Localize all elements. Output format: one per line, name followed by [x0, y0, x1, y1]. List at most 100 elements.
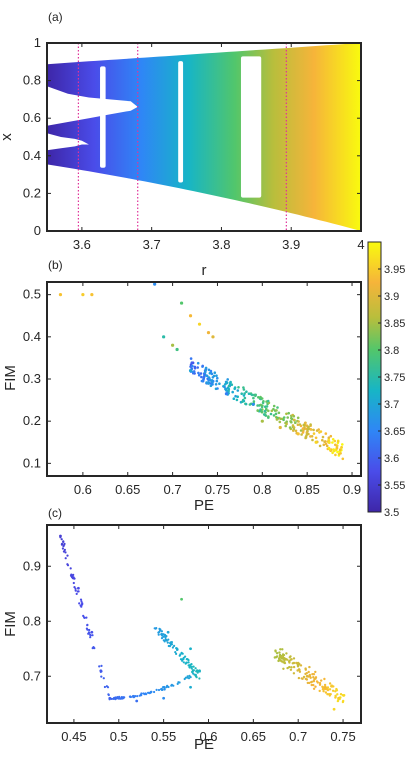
panel-b-ytick-label: 0.4: [23, 329, 41, 344]
panel-a-bifurcation: (a) 3.6 3.7 3.8 3.9 4 0 0.2 0.4 0.6 0.8 1 r x: [0, 10, 365, 279]
cloud-point: [284, 424, 288, 428]
cloud-point: [260, 410, 263, 413]
cloud-point: [267, 409, 270, 413]
panel-a-xlabel: r: [202, 262, 207, 279]
cloud-point: [298, 670, 302, 673]
data-point: [198, 669, 201, 673]
cloud-point: [300, 433, 303, 436]
cloud-point: [289, 655, 292, 658]
cloud-point: [314, 685, 317, 688]
cloud-point: [144, 692, 147, 695]
cloud-point: [192, 665, 195, 668]
cloud-point: [338, 448, 342, 452]
cloud-point: [296, 423, 300, 427]
cloud-point: [273, 656, 276, 659]
cloud-point: [323, 683, 327, 687]
cloud-point: [306, 427, 310, 431]
cloud-point: [278, 653, 282, 657]
cloud-point: [336, 693, 339, 696]
cloud-point: [79, 598, 83, 601]
cloud-point: [62, 540, 65, 543]
cloud-point: [197, 373, 201, 377]
cloud-point: [262, 413, 266, 416]
data-point: [171, 343, 175, 347]
periodic-window: [100, 66, 106, 168]
cloud-point: [153, 690, 156, 694]
cloud-point: [285, 652, 288, 655]
data-point: [180, 597, 183, 601]
cloud-point: [288, 659, 291, 662]
cloud-point: [157, 633, 160, 636]
cloud-point: [153, 627, 156, 630]
cloud-point: [211, 376, 215, 379]
panel-a-axes-box: [46, 42, 362, 232]
cloud-point: [290, 658, 293, 661]
cloud-point: [131, 695, 135, 698]
cloud-point: [242, 386, 245, 389]
cloud-point: [163, 687, 166, 691]
cloud-point: [328, 448, 332, 452]
cloud-point: [276, 406, 279, 409]
cloud-point: [321, 438, 324, 442]
data-point: [188, 368, 193, 373]
cloud-point: [191, 669, 195, 672]
cloud-point: [100, 664, 103, 668]
cloud-point: [62, 550, 65, 553]
cloud-point: [281, 657, 284, 660]
cloud-point: [176, 647, 179, 650]
data-point: [188, 314, 193, 318]
cloud-point: [318, 689, 321, 693]
colorbar-tick-label: 3.55: [384, 480, 405, 492]
cloud-point: [285, 422, 288, 426]
cloud-point: [207, 368, 211, 372]
panel-b-xtick-label: 0.65: [115, 482, 140, 497]
cloud-point: [309, 676, 312, 679]
cloud-point: [225, 381, 229, 385]
panel-c-ytick-label: 0.8: [23, 613, 41, 628]
cloud-point: [272, 404, 276, 408]
cloud-point: [341, 700, 345, 704]
panel-c-label: (c): [48, 506, 62, 520]
data-point: [323, 685, 327, 689]
cloud-point: [259, 396, 263, 400]
cloud-point: [287, 411, 291, 415]
cloud-point: [184, 676, 187, 679]
cloud-point: [324, 442, 328, 446]
panel-a-ytick-label: 1: [34, 35, 41, 50]
cloud-point: [87, 632, 90, 635]
cloud-point: [292, 418, 296, 422]
cloud-point: [254, 393, 257, 397]
cloud-point: [275, 652, 279, 655]
panel-c-xtick-label: 0.75: [330, 729, 355, 744]
colorbar-tick-label: 3.5: [384, 507, 399, 519]
colorbar: 3.5 3.55 3.6 3.65 3.7 3.75 3.8 3.85 3.9 3.95: [367, 241, 405, 519]
cloud-point: [328, 694, 331, 697]
cloud-point: [322, 690, 325, 693]
cloud-point: [289, 420, 292, 423]
cloud-point: [335, 447, 339, 450]
cloud-point: [189, 676, 192, 679]
cloud-point: [297, 676, 301, 680]
cloud-point: [281, 648, 284, 651]
cloud-point: [160, 637, 164, 640]
cloud-point: [189, 357, 193, 360]
colorbar-tick-label: 3.6: [384, 453, 399, 465]
data-point: [179, 301, 184, 305]
cloud-point: [72, 581, 75, 585]
data-point: [58, 293, 63, 297]
cloud-point: [317, 428, 321, 431]
cloud-point: [256, 404, 259, 407]
cloud-point: [312, 683, 315, 687]
cloud-point: [64, 557, 67, 560]
cloud-point: [170, 643, 174, 646]
cloud-point: [245, 390, 248, 394]
cloud-point: [242, 399, 246, 403]
cloud-point: [223, 383, 227, 386]
cloud-point: [209, 369, 213, 373]
cloud-point: [225, 389, 228, 392]
data-point: [211, 335, 215, 339]
cloud-point: [170, 684, 173, 687]
panel-c-y-ticks: 0.7 0.8 0.9: [23, 558, 361, 683]
colorbar-tick-label: 3.85: [384, 318, 405, 330]
cloud-point: [292, 672, 296, 675]
